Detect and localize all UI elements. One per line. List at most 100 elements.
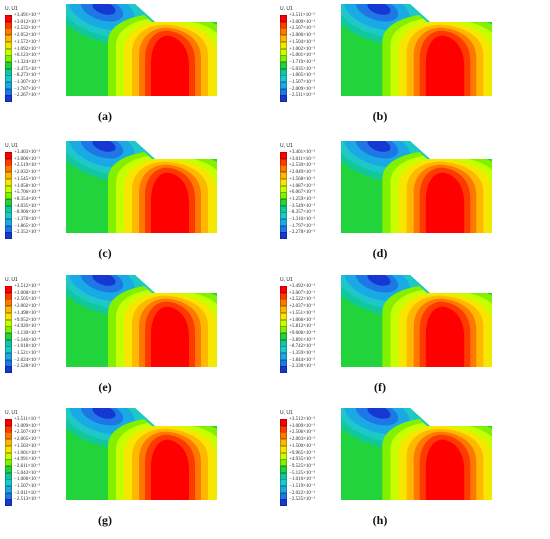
- legend-swatch: [280, 339, 287, 347]
- legend-swatch: [5, 459, 12, 467]
- legend-value: +3.401×10⁻²: [289, 150, 316, 155]
- legend-value: +6.067×10⁻³: [289, 190, 316, 196]
- legend-swatch: [280, 353, 287, 360]
- legend-swatch: [280, 165, 287, 173]
- contour-legend: U, U1 +3.511×10⁻² +3.009×10⁻² +2.507×10⁻² +2…: [5, 410, 65, 507]
- contour-plot: [341, 141, 492, 233]
- legend-value: +1.500×10⁻²: [289, 443, 316, 449]
- legend-value: +3.009×10⁻²: [14, 423, 41, 429]
- legend-swatch: [5, 286, 12, 293]
- legend-value: −2.267×10⁻²: [14, 93, 41, 99]
- legend-title: U, U1: [280, 277, 293, 283]
- legend-value: −1.006×10⁻²: [14, 477, 41, 483]
- contour-plot: [66, 141, 217, 233]
- legend-swatch: [280, 486, 287, 493]
- legend-value: −1.016×10⁻²: [289, 477, 316, 483]
- legend-title: U, U1: [280, 6, 293, 12]
- legend-swatch: [5, 15, 12, 22]
- contour-plot: [66, 275, 217, 367]
- legend-swatch: [280, 286, 287, 293]
- legend-value: +3.491×10⁻²: [14, 13, 41, 18]
- legend-swatch: [5, 61, 12, 69]
- legend-value: −1.521×10⁻²: [14, 351, 41, 356]
- legend-value: +2.003×10⁻²: [289, 437, 316, 443]
- legend-swatch: [280, 219, 287, 226]
- legend-swatch: [5, 95, 12, 103]
- legend-value: +1.058×10⁻²: [14, 183, 41, 189]
- legend-swatch: [280, 452, 287, 460]
- legend-swatch: [5, 465, 12, 473]
- legend-value: +5.706×10⁻³: [14, 190, 41, 196]
- contour-band-negative-5: [367, 141, 391, 152]
- legend-swatch: [280, 225, 287, 233]
- legend-value: +3.403×10⁻²: [14, 150, 41, 155]
- legend-value: −3.549×10⁻³: [289, 203, 316, 209]
- contour-band-positive-7: [151, 172, 189, 233]
- legend-value: −3.475×10⁻³: [14, 66, 41, 72]
- legend-swatch: [5, 75, 12, 83]
- panel-caption: (f): [374, 380, 386, 394]
- legend-swatch: [5, 55, 12, 63]
- legend-value: +2.002×10⁻²: [14, 304, 41, 310]
- contour-band-negative-5: [92, 4, 116, 15]
- legend-value: −5.043×10⁻³: [14, 470, 41, 476]
- contour-plot: [66, 408, 217, 500]
- legend-swatch: [5, 299, 12, 307]
- legend-value: −5.125×10⁻³: [289, 470, 316, 476]
- legend-swatch: [280, 326, 287, 334]
- legend-value: −2.011×10⁻²: [14, 490, 40, 496]
- contour-panel: U, U1 +3.511×10⁻² +3.009×10⁻² +2.507×10⁻² +2…: [275, 0, 550, 135]
- legend-value: −2.278×10⁻²: [289, 230, 316, 236]
- legend-swatch: [280, 28, 287, 36]
- legend-swatch: [280, 185, 287, 193]
- legend-value: +2.506×10⁻²: [289, 430, 316, 436]
- legend-swatch: [280, 61, 287, 69]
- legend-swatch: [5, 353, 12, 360]
- legend-value: +1.545×10⁻²: [14, 176, 41, 182]
- slope-edge-band: [407, 275, 430, 293]
- legend-swatch: [280, 88, 287, 96]
- legend-swatch: [5, 292, 12, 300]
- legend-value: +2.519×10⁻²: [14, 163, 41, 169]
- legend-value: +1.504×10⁻²: [289, 39, 316, 45]
- legend-value: +3.006×10⁻²: [14, 156, 41, 162]
- legend-swatch: [5, 306, 12, 314]
- legend-swatch: [280, 55, 287, 63]
- legend-swatch: [280, 75, 287, 83]
- legend-value: +2.032×10⁻²: [14, 170, 41, 176]
- legend-swatch: [5, 178, 12, 186]
- legend-swatch: [280, 95, 287, 103]
- contour-legend: U, U1 +3.511×10⁻² +3.009×10⁻² +2.507×10⁻² +2…: [280, 6, 340, 103]
- legend-swatch: [5, 82, 12, 89]
- legend-swatch: [5, 359, 12, 367]
- contour-band-negative-5: [92, 275, 116, 286]
- legend-swatch: [280, 41, 287, 49]
- slope-edge-band: [407, 408, 430, 426]
- legend-value: +1.259×10⁻³: [289, 196, 316, 202]
- contour-panel: U, U1 +3.511×10⁻² +3.009×10⁻² +2.507×10⁻² +2…: [0, 404, 275, 539]
- legend-swatch: [5, 312, 12, 320]
- legend-swatch: [280, 158, 287, 166]
- contour-legend: U, U1 +3.401×10⁻² +3.011×10⁻² +2.530×10⁻² +2…: [280, 143, 340, 240]
- legend-swatch: [280, 319, 287, 327]
- contour-band-positive-7: [425, 439, 465, 500]
- legend-swatch: [280, 35, 287, 43]
- legend-value: +2.522×10⁻²: [289, 297, 316, 303]
- legend-swatch: [5, 492, 12, 500]
- contour-legend: U, U1 +3.492×10⁻² +3.007×10⁻² +2.522×10⁻² +2…: [280, 277, 340, 374]
- legend-value: −1.359×10⁻²: [289, 351, 316, 356]
- legend-swatch: [5, 28, 12, 36]
- legend-value: +3.007×10⁻²: [289, 290, 316, 296]
- slope-edge-band: [132, 275, 155, 293]
- legend-value: −1.507×10⁻²: [14, 484, 41, 489]
- contour-panel: U, U1 +3.512×10⁻² +3.009×10⁻² +2.506×10⁻² +2…: [275, 404, 550, 539]
- legend-value: −1.018×10⁻²: [14, 344, 41, 350]
- legend-value: +2.005×10⁻²: [14, 437, 41, 443]
- legend-swatch: [280, 499, 287, 507]
- legend-swatch: [280, 472, 287, 480]
- legend-swatch: [5, 172, 12, 180]
- legend-swatch: [5, 419, 12, 426]
- legend-value: +1.066×10⁻²: [289, 317, 316, 323]
- legend-value: −5.146×10⁻³: [14, 337, 41, 343]
- legend-value: +1.087×10⁻²: [289, 183, 316, 189]
